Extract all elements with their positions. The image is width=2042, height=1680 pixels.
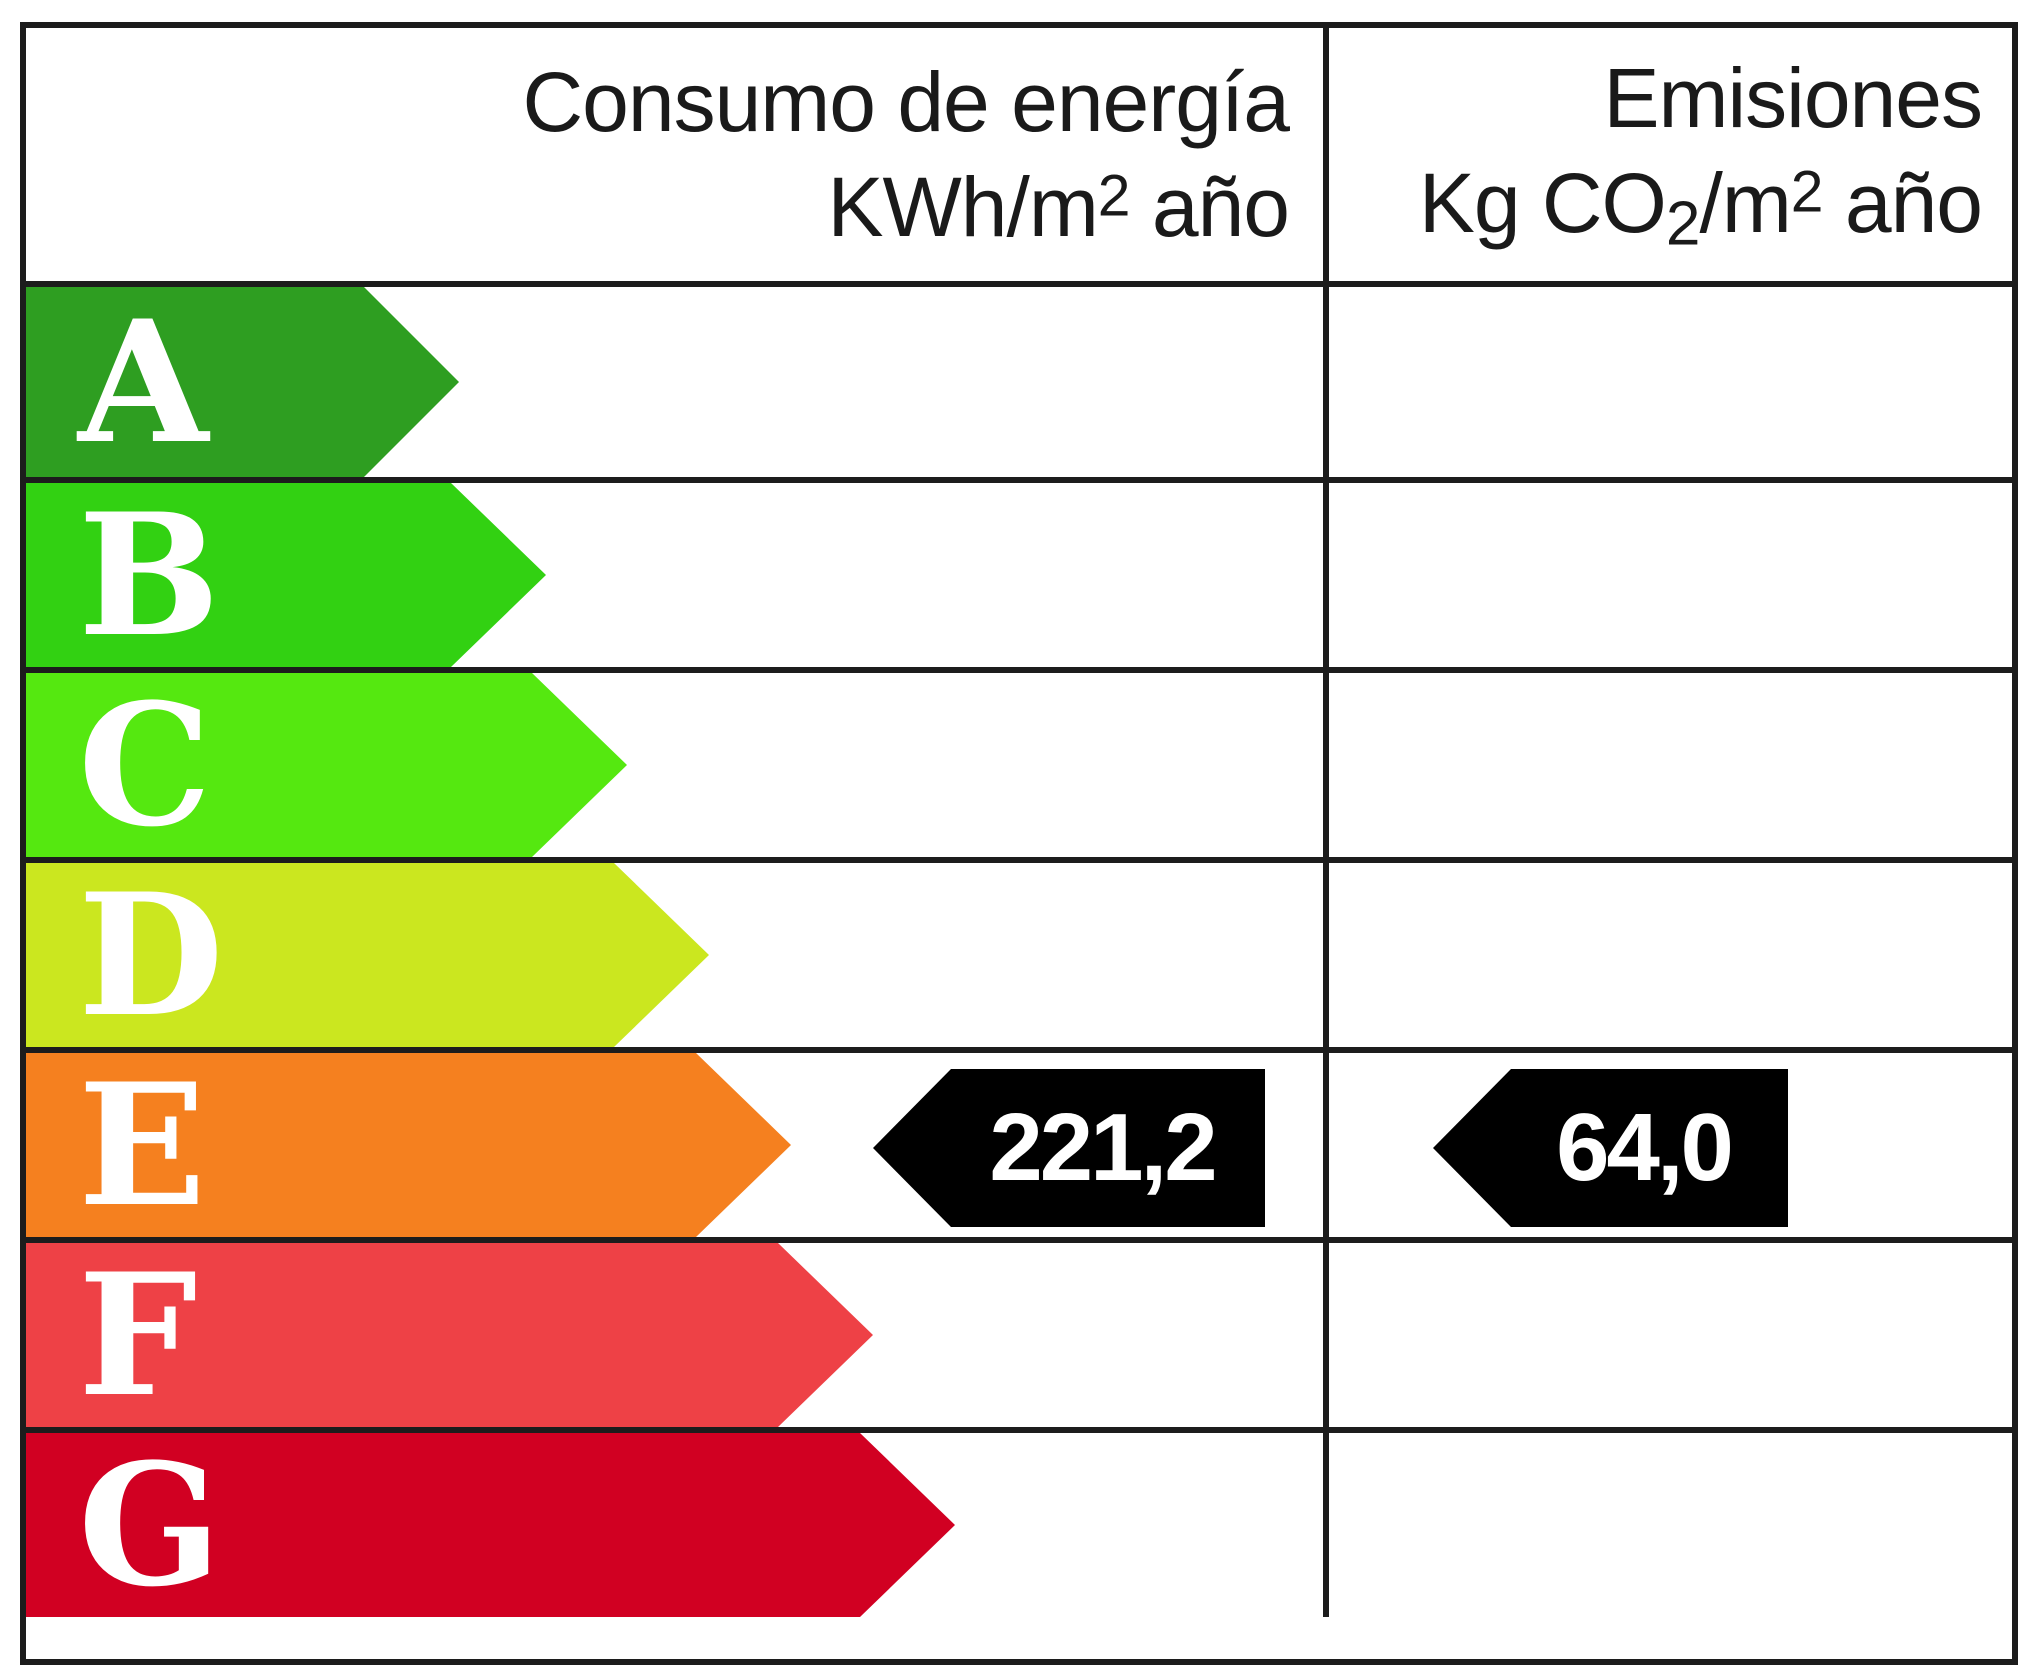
band-e-arrow: E <box>26 1053 791 1237</box>
band-e-emissions-cell: 64,0 <box>1323 1053 2012 1237</box>
header-consumption-unit: KWh/m2 año <box>827 159 1290 254</box>
consumption-value-arrow: 221,2 <box>873 1069 1265 1227</box>
band-d-consumption-cell: D <box>26 863 1323 1047</box>
energy-label-table: Consumo de energía KWh/m2 año Emisiones … <box>20 22 2018 1665</box>
consumption-value: 221,2 <box>989 1094 1217 1201</box>
band-row-b: B <box>26 477 2012 667</box>
band-b-consumption-cell: B <box>26 483 1323 667</box>
header-emissions-title: Emisiones <box>1603 50 1983 145</box>
emissions-value: 64,0 <box>1556 1094 1734 1201</box>
band-d-emissions-cell <box>1323 863 2012 1047</box>
band-f-letter: F <box>78 1236 198 1434</box>
band-g-letter: G <box>78 1426 222 1624</box>
band-c-emissions-cell <box>1323 673 2012 857</box>
band-row-g: G <box>26 1427 2012 1617</box>
band-e-letter: E <box>78 1046 207 1244</box>
band-row-d: D <box>26 857 2012 1047</box>
band-row-a: A <box>26 287 2012 477</box>
header-consumption: Consumo de energía KWh/m2 año <box>26 28 1323 281</box>
superscript-2: 2 <box>1790 159 1824 225</box>
header-row: Consumo de energía KWh/m2 año Emisiones … <box>26 28 2012 287</box>
header-emissions-unit: Kg CO2/m2 año <box>1418 155 1983 259</box>
band-d-letter: D <box>78 856 224 1054</box>
band-c-arrow: C <box>26 673 627 857</box>
band-a-consumption-cell: A <box>26 287 1323 477</box>
header-consumption-title: Consumo de energía <box>522 54 1290 149</box>
band-b-arrow: B <box>26 483 546 667</box>
band-row-f: F <box>26 1237 2012 1427</box>
emissions-value-arrow: 64,0 <box>1433 1069 1788 1227</box>
band-f-consumption-cell: F <box>26 1243 1323 1427</box>
band-f-arrow: F <box>26 1243 873 1427</box>
superscript-2: 2 <box>1097 162 1131 228</box>
band-row-c: C <box>26 667 2012 857</box>
band-c-letter: C <box>78 666 212 864</box>
band-g-arrow: G <box>26 1433 955 1617</box>
band-a-arrow: A <box>26 287 459 477</box>
band-a-letter: A <box>78 283 209 481</box>
band-d-arrow: D <box>26 863 709 1047</box>
band-row-e: E 221,2 64,0 <box>26 1047 2012 1237</box>
band-c-consumption-cell: C <box>26 673 1323 857</box>
band-g-consumption-cell: G <box>26 1433 1323 1617</box>
subscript-2: 2 <box>1665 189 1701 259</box>
band-b-letter: B <box>78 476 220 674</box>
band-b-emissions-cell <box>1323 483 2012 667</box>
band-a-emissions-cell <box>1323 287 2012 477</box>
band-g-emissions-cell <box>1323 1433 2012 1617</box>
header-emissions: Emisiones Kg CO2/m2 año <box>1323 28 2012 281</box>
band-e-consumption-cell: E 221,2 <box>26 1053 1323 1237</box>
band-f-emissions-cell <box>1323 1243 2012 1427</box>
